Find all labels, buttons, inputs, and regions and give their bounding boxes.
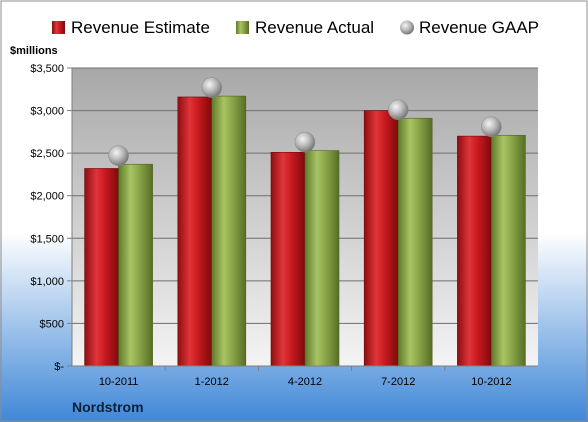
x-axis-ticks: 10-2011 1-2012 4-2012 7-2012 10-2012 <box>99 366 512 388</box>
gaap-marker <box>294 131 316 153</box>
actual-bar <box>397 117 433 367</box>
y-tick-label: $2,500 <box>30 148 64 160</box>
gaap-marker <box>201 77 223 98</box>
legend-label: Revenue GAAP <box>419 18 539 37</box>
estimate-bar <box>457 135 492 367</box>
legend-swatch <box>52 21 65 34</box>
y-tick-label: $1,000 <box>30 276 64 288</box>
x-tick-label: 10-2012 <box>471 376 511 388</box>
legend: Revenue Estimate Revenue Actual Revenue GA… <box>52 18 539 37</box>
company-name: Nordstrom <box>72 399 144 415</box>
gaap-marker <box>481 116 502 137</box>
y-tick-label: $3,500 <box>30 63 64 75</box>
legend-swatch <box>236 21 249 34</box>
x-tick-label: 4-2012 <box>288 376 322 388</box>
bars <box>84 77 526 367</box>
legend-gaap: Revenue GAAP <box>400 18 539 37</box>
y-tick-label: $3,000 <box>30 106 64 118</box>
legend-swatch <box>400 20 414 35</box>
gaap-marker <box>387 99 409 120</box>
y-axis-label: $millions <box>10 45 58 57</box>
estimate-bar <box>363 110 399 367</box>
x-tick-label: 1-2012 <box>195 376 229 388</box>
y-tick-label: $500 <box>40 318 64 330</box>
x-tick-label: 7-2012 <box>381 376 415 388</box>
x-tick-label: 10-2011 <box>99 376 139 388</box>
gaap-marker <box>108 145 129 166</box>
estimate-bar <box>177 96 213 367</box>
actual-bar <box>304 150 340 367</box>
legend-label: Revenue Estimate <box>71 18 210 37</box>
estimate-bar <box>270 151 306 367</box>
y-tick-label: $- <box>54 361 64 373</box>
legend-estimate: Revenue Estimate <box>52 18 210 37</box>
actual-bar <box>118 163 153 367</box>
y-axis-ticks: $- $500 $1,000 $1,500 $2,000 $2,500 $3,000 $3,5… <box>30 63 72 373</box>
y-tick-label: $2,000 <box>30 191 64 203</box>
estimate-bar <box>84 168 119 367</box>
actual-bar <box>211 95 247 367</box>
legend-label: Revenue Actual <box>255 18 374 37</box>
legend-actual: Revenue Actual <box>236 18 374 37</box>
y-tick-label: $1,500 <box>30 233 64 245</box>
actual-bar <box>491 134 526 367</box>
